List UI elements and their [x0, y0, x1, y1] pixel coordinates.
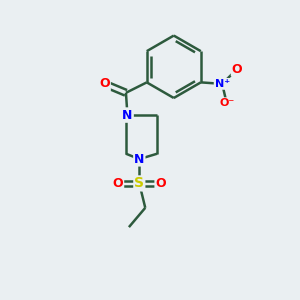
Text: O: O	[232, 62, 242, 76]
Text: O: O	[99, 77, 110, 90]
Text: N: N	[122, 109, 133, 122]
Text: N⁺: N⁺	[214, 79, 230, 89]
Text: O: O	[112, 177, 123, 190]
Text: N: N	[122, 109, 133, 122]
Text: O⁻: O⁻	[219, 98, 234, 108]
Text: S: S	[134, 176, 144, 190]
Text: N: N	[134, 153, 145, 166]
Text: O: O	[155, 177, 166, 190]
